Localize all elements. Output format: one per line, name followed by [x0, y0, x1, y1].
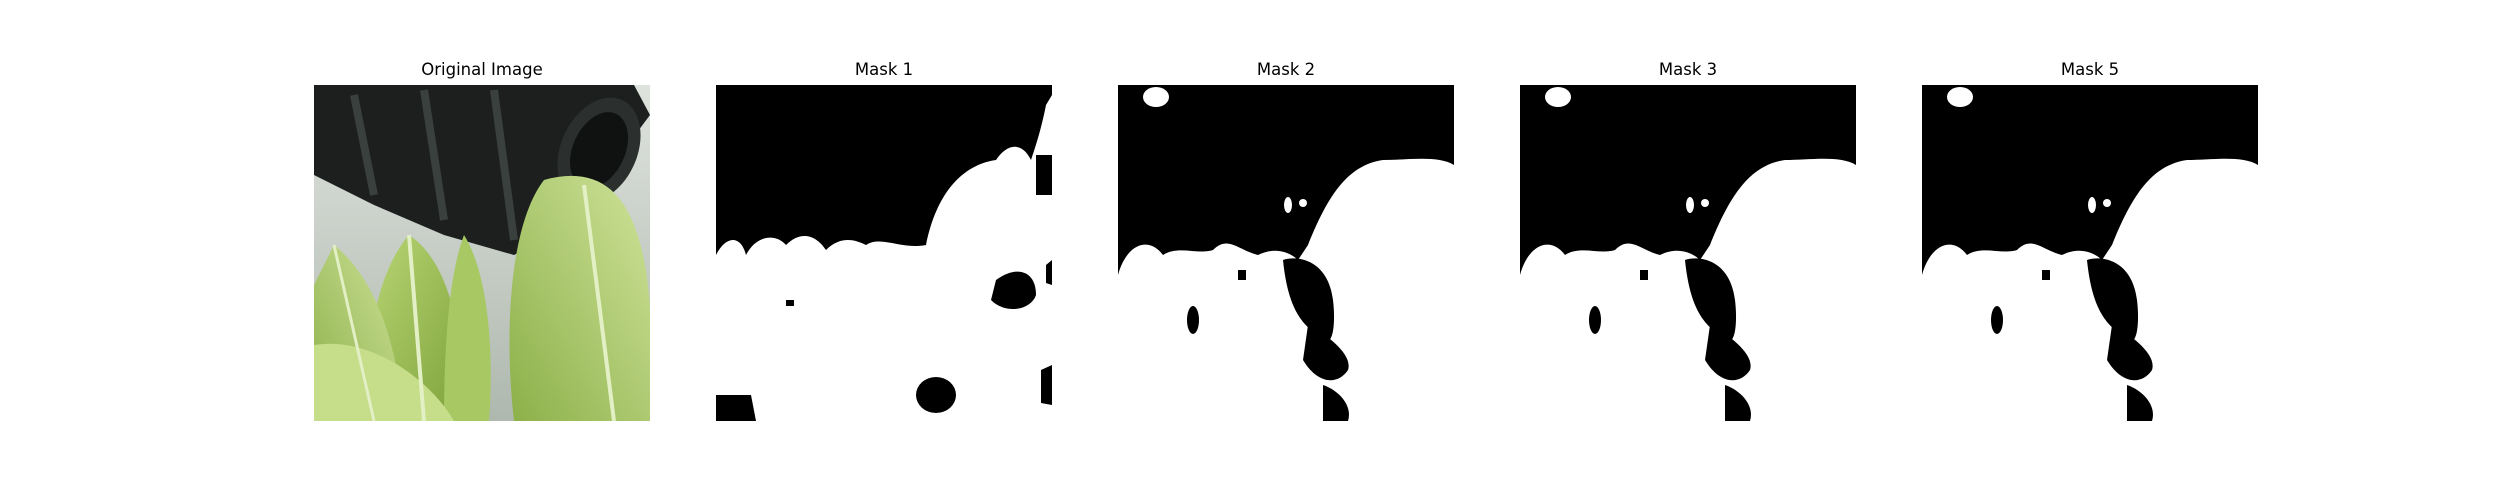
mask-2-image — [1118, 85, 1454, 421]
panel-title: Original Image — [421, 60, 543, 79]
panel-title: Mask 5 — [2060, 60, 2120, 79]
mask-3-image — [1520, 85, 1856, 421]
panel-title: Mask 2 — [1256, 60, 1316, 79]
panel-title: Mask 3 — [1658, 60, 1718, 79]
panel-title: Mask 1 — [854, 60, 914, 79]
mask-foreground — [1520, 158, 1856, 421]
mask-holes — [716, 155, 1052, 421]
panel-mask-5: Mask 5 — [1922, 57, 2258, 421]
mask-holes — [1991, 258, 2153, 421]
mask-foreground — [716, 95, 1052, 421]
mask-holes — [1589, 258, 1751, 421]
mask-foreground — [1922, 158, 2258, 421]
panel-original-image: Original Image — [314, 57, 650, 421]
mask-islands — [1143, 87, 1307, 213]
mask-holes — [1187, 258, 1454, 421]
leaves — [314, 175, 650, 421]
mask-5-image — [1922, 85, 2258, 421]
panel-mask-1: Mask 1 — [716, 57, 1052, 421]
panel-mask-3: Mask 3 — [1520, 57, 1856, 421]
original-image — [314, 85, 650, 421]
mask-islands — [1947, 87, 2111, 213]
mask-1-image — [716, 85, 1052, 421]
panel-mask-2: Mask 2 — [1118, 57, 1454, 421]
mask-foreground — [1118, 158, 1454, 421]
mask-islands — [1545, 87, 1709, 213]
